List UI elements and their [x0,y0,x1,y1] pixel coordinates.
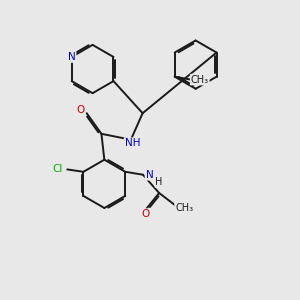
Text: Cl: Cl [52,164,63,174]
Text: CH₃: CH₃ [191,75,209,85]
Text: N: N [68,52,76,62]
Text: CH₃: CH₃ [175,203,193,213]
Text: O: O [76,105,84,115]
Text: H: H [155,177,163,187]
Text: N: N [146,170,153,180]
Text: O: O [141,209,149,219]
Text: NH: NH [124,138,140,148]
